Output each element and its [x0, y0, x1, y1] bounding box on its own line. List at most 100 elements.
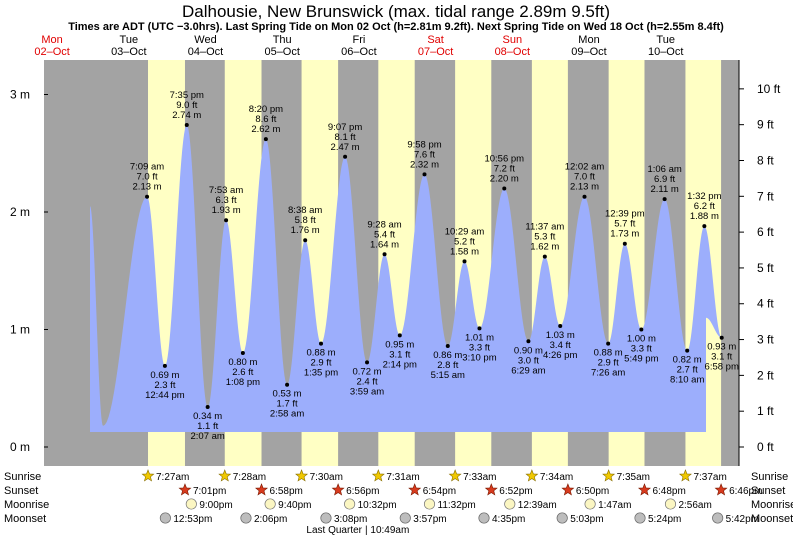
tide-height-m: 0.88 m	[594, 348, 623, 359]
right-tick-label: 3 ft	[757, 333, 774, 347]
high-tide-label: 9:58 pm7.6 ft2.32 m	[407, 139, 441, 170]
tide-point	[224, 218, 229, 223]
moonset-icon	[240, 512, 252, 524]
right-tick-label: 7 ft	[757, 189, 774, 203]
sunset-row-label-right: Sunset	[751, 485, 785, 497]
tide-height-m: 1.58 m	[450, 246, 479, 257]
moon-phase-time: | 10:49am	[365, 525, 409, 536]
moonrise-icon	[344, 498, 356, 510]
tide-height-m: 1.03 m	[546, 330, 575, 341]
sunset-time: 6:58pm	[270, 486, 303, 497]
tide-point	[319, 341, 324, 346]
day-date: 07–Oct	[418, 46, 453, 58]
tide-height-ft: 3.3 ft	[631, 344, 652, 355]
tide-height-m: 2.74 m	[172, 110, 201, 121]
right-tick-label: 1 ft	[757, 404, 774, 418]
tide-time: 5:15 am	[431, 370, 465, 381]
moonrise-row-label-left: Moonrise	[4, 499, 49, 511]
moonrise-time: 9:00pm	[199, 500, 232, 511]
sunset-icon	[255, 483, 269, 496]
tide-time: 12:39 pm	[605, 209, 645, 220]
tide-height-m: 2.20 m	[490, 174, 519, 185]
tide-height-ft: 8.6 ft	[255, 114, 276, 125]
moonrise-time: 1:47am	[598, 500, 631, 511]
tide-point	[526, 339, 531, 344]
low-tide-label: 0.34 m1.1 ft2:07 am	[191, 411, 225, 442]
sunrise-time: 7:31am	[386, 472, 419, 483]
high-tide-label: 7:35 pm9.0 ft2.74 m	[170, 90, 204, 121]
left-tick-label: 3 m	[10, 88, 30, 102]
high-tide-label: 1:32 pm6.2 ft1.88 m	[687, 191, 721, 222]
sunrise-icon	[448, 469, 462, 482]
low-tide-label: 1.03 m3.4 ft4:26 pm	[543, 330, 577, 361]
tide-time: 10:29 am	[445, 226, 485, 237]
day-date: 04–Oct	[188, 46, 223, 58]
sunrise-icon	[525, 469, 539, 482]
sunset-time: 6:56pm	[346, 486, 379, 497]
tide-time: 1:32 pm	[687, 191, 721, 202]
tide-point	[382, 252, 387, 257]
tide-height-m: 1.64 m	[370, 239, 399, 250]
tide-height-m: 2.62 m	[251, 124, 280, 135]
moonrise-icon	[584, 498, 596, 510]
chart-subtitle: Times are ADT (UTC −3.0hrs). Last Spring…	[68, 21, 724, 33]
sunrise-time: 7:30am	[310, 472, 343, 483]
moonrise-time: 9:40pm	[278, 500, 311, 511]
tide-height-m: 2.13 m	[133, 182, 162, 193]
tide-point	[205, 405, 210, 410]
high-tide-label: 7:53 am6.3 ft1.93 m	[209, 185, 243, 216]
right-tick-label: 4 ft	[757, 297, 774, 311]
moonset-time: 2:06pm	[254, 514, 287, 525]
tide-height-m: 1.76 m	[291, 225, 320, 236]
tide-height-ft: 5.2 ft	[454, 236, 475, 247]
sunrise-time: 7:27am	[156, 472, 189, 483]
moonrise-icon	[423, 498, 436, 510]
tide-point	[184, 123, 189, 128]
moonrise-time: 12:39am	[518, 500, 557, 511]
right-tick-label: 5 ft	[757, 261, 774, 275]
tide-height-ft: 9.0 ft	[176, 100, 197, 111]
sunset-icon	[714, 483, 728, 496]
tide-height-ft: 7.6 ft	[414, 149, 435, 160]
tide-height-ft: 1.1 ft	[197, 421, 218, 432]
right-tick-label: 2 ft	[757, 368, 774, 382]
tide-point	[240, 351, 245, 355]
sunrise-time: 7:33am	[463, 472, 496, 483]
tide-point	[263, 137, 268, 142]
tide-time: 5:49 pm	[624, 354, 658, 365]
moonset-icon	[159, 512, 171, 524]
tide-point	[422, 172, 427, 177]
tide-point	[702, 224, 707, 229]
sunrise-icon	[602, 469, 616, 482]
tide-height-ft: 7.2 ft	[494, 164, 515, 175]
tide-time: 9:28 am	[367, 219, 401, 230]
tide-height-m: 0.95 m	[385, 339, 414, 350]
tide-point	[477, 326, 482, 331]
tide-height-m: 2.13 m	[570, 182, 599, 193]
tide-height-ft: 6.3 ft	[216, 195, 237, 206]
tide-curve-group	[90, 125, 722, 433]
tide-point	[303, 238, 308, 243]
tide-time: 7:53 am	[209, 185, 243, 196]
right-tick-label: 8 ft	[757, 153, 774, 167]
tide-height-m: 0.80 m	[228, 357, 257, 368]
sunset-icon	[637, 483, 651, 496]
tide-height-m: 0.88 m	[306, 348, 335, 359]
tide-height-ft: 2.6 ft	[232, 367, 253, 378]
day-name: Mon	[578, 34, 599, 46]
tide-time: 9:07 pm	[328, 122, 362, 133]
right-tick-label: 10 ft	[757, 82, 781, 96]
tide-height-ft: 5.7 ft	[614, 219, 635, 230]
sunset-row-label-left: Sunset	[4, 485, 38, 497]
tide-height-m: 0.90 m	[514, 345, 543, 356]
tide-point	[685, 348, 690, 353]
day-name: Tue	[656, 34, 675, 46]
tide-point	[662, 197, 667, 202]
tide-time: 6:58 pm	[705, 362, 739, 373]
moonrise-icon	[264, 498, 276, 510]
axes-group: 0 m 1 m 2 m 3 m 0 ft 1 ft 2 ft 3 ft 4 ft 5 ft 6 ft…	[10, 60, 793, 466]
tide-point	[365, 360, 370, 365]
tide-height-ft: 3.4 ft	[550, 340, 571, 351]
